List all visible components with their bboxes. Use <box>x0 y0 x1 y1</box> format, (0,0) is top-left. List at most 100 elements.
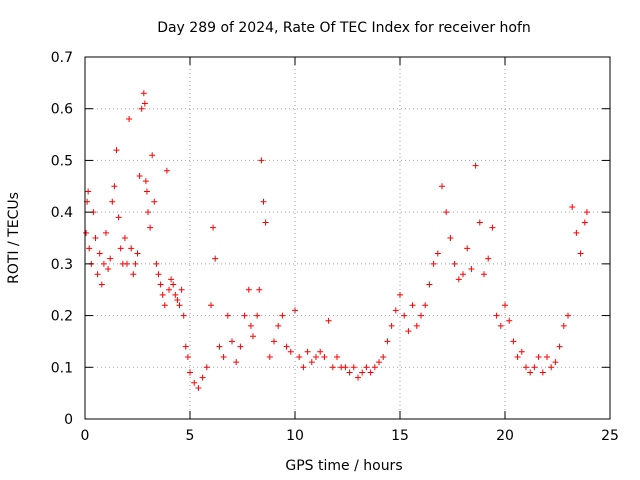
data-point <box>157 281 164 288</box>
data-point <box>476 219 483 226</box>
data-point <box>145 209 151 216</box>
data-point <box>132 260 139 267</box>
data-point <box>184 353 191 360</box>
data-point <box>262 219 269 226</box>
data-point <box>502 302 508 309</box>
data-point <box>397 291 403 298</box>
data-point <box>313 353 319 360</box>
data-point <box>359 369 366 376</box>
x-tick-label: 20 <box>496 428 514 444</box>
data-point <box>434 250 441 257</box>
data-point <box>468 266 475 273</box>
data-point <box>443 209 450 216</box>
data-point <box>581 219 588 226</box>
data-point <box>241 312 248 319</box>
chart-grid <box>85 57 610 419</box>
data-point <box>143 188 150 195</box>
data-point <box>334 353 340 360</box>
y-tick-label: 0.2 <box>51 309 73 325</box>
data-point <box>250 333 256 340</box>
data-point <box>199 374 206 381</box>
data-point <box>539 369 546 376</box>
data-point <box>329 364 336 371</box>
data-point <box>233 359 240 366</box>
y-tick-label: 0.4 <box>51 205 73 221</box>
data-point <box>283 343 290 350</box>
data-point <box>134 250 141 257</box>
data-point <box>493 312 500 319</box>
data-point <box>109 198 116 205</box>
chart-title: Day 289 of 2024, Rate Of TEC Index for r… <box>157 20 531 36</box>
data-point <box>363 364 370 371</box>
data-point <box>187 369 193 376</box>
data-point <box>287 348 294 355</box>
data-point <box>518 348 525 355</box>
data-point <box>105 266 112 273</box>
data-point <box>151 198 158 205</box>
data-point <box>447 235 454 241</box>
data-point <box>237 343 244 350</box>
data-point <box>224 312 231 319</box>
data-point <box>92 235 99 241</box>
data-point <box>147 224 154 231</box>
data-point <box>103 229 109 236</box>
data-point <box>182 343 189 350</box>
data-point <box>153 260 160 267</box>
data-point <box>245 286 252 293</box>
data-point <box>138 105 145 112</box>
data-point <box>83 229 90 236</box>
data-point <box>208 302 214 309</box>
data-point <box>418 312 424 319</box>
data-point <box>220 353 227 360</box>
data-point <box>560 322 567 329</box>
y-tick-label: 0.7 <box>51 50 73 66</box>
data-point <box>317 348 324 355</box>
data-point <box>439 183 445 190</box>
data-point <box>136 172 143 179</box>
data-point <box>577 250 584 257</box>
data-point <box>531 364 538 371</box>
x-tick-label: 15 <box>391 428 409 444</box>
data-point <box>86 245 93 252</box>
data-point <box>565 312 571 319</box>
data-point <box>514 353 521 360</box>
data-point <box>485 255 492 262</box>
data-point <box>203 364 210 371</box>
data-point <box>180 312 187 319</box>
data-point <box>384 338 391 345</box>
data-point <box>321 353 328 360</box>
data-point <box>583 209 590 216</box>
data-point <box>128 245 135 252</box>
x-tick-label: 0 <box>81 428 90 444</box>
data-point <box>170 281 177 288</box>
data-point <box>556 343 563 350</box>
data-point <box>100 260 107 267</box>
data-point <box>155 271 162 278</box>
data-point <box>573 229 580 236</box>
data-point <box>210 224 217 231</box>
plot-frame <box>84 56 611 420</box>
data-point <box>325 317 332 324</box>
data-point <box>464 245 471 252</box>
data-point <box>413 322 420 329</box>
data-point <box>355 374 361 381</box>
data-point <box>342 364 349 371</box>
data-point <box>279 312 286 319</box>
data-point <box>535 353 542 360</box>
data-point <box>166 286 172 293</box>
data-point <box>300 364 307 371</box>
data-point <box>350 364 357 371</box>
x-tick-label: 5 <box>186 428 195 444</box>
data-point <box>292 307 298 314</box>
data-point <box>216 343 223 350</box>
data-point <box>247 322 254 329</box>
data-point <box>523 364 529 371</box>
data-point <box>388 322 395 329</box>
data-point <box>191 379 198 386</box>
axis-ticks: 0 5 10 15 20 25 0 0.1 0.2 0.3 0.4 0.5 0.6 0.7 <box>51 50 619 444</box>
data-point <box>426 281 433 288</box>
data-point <box>544 353 550 360</box>
data-point <box>107 255 114 262</box>
y-axis-label: ROTI / TECUs <box>6 192 22 284</box>
